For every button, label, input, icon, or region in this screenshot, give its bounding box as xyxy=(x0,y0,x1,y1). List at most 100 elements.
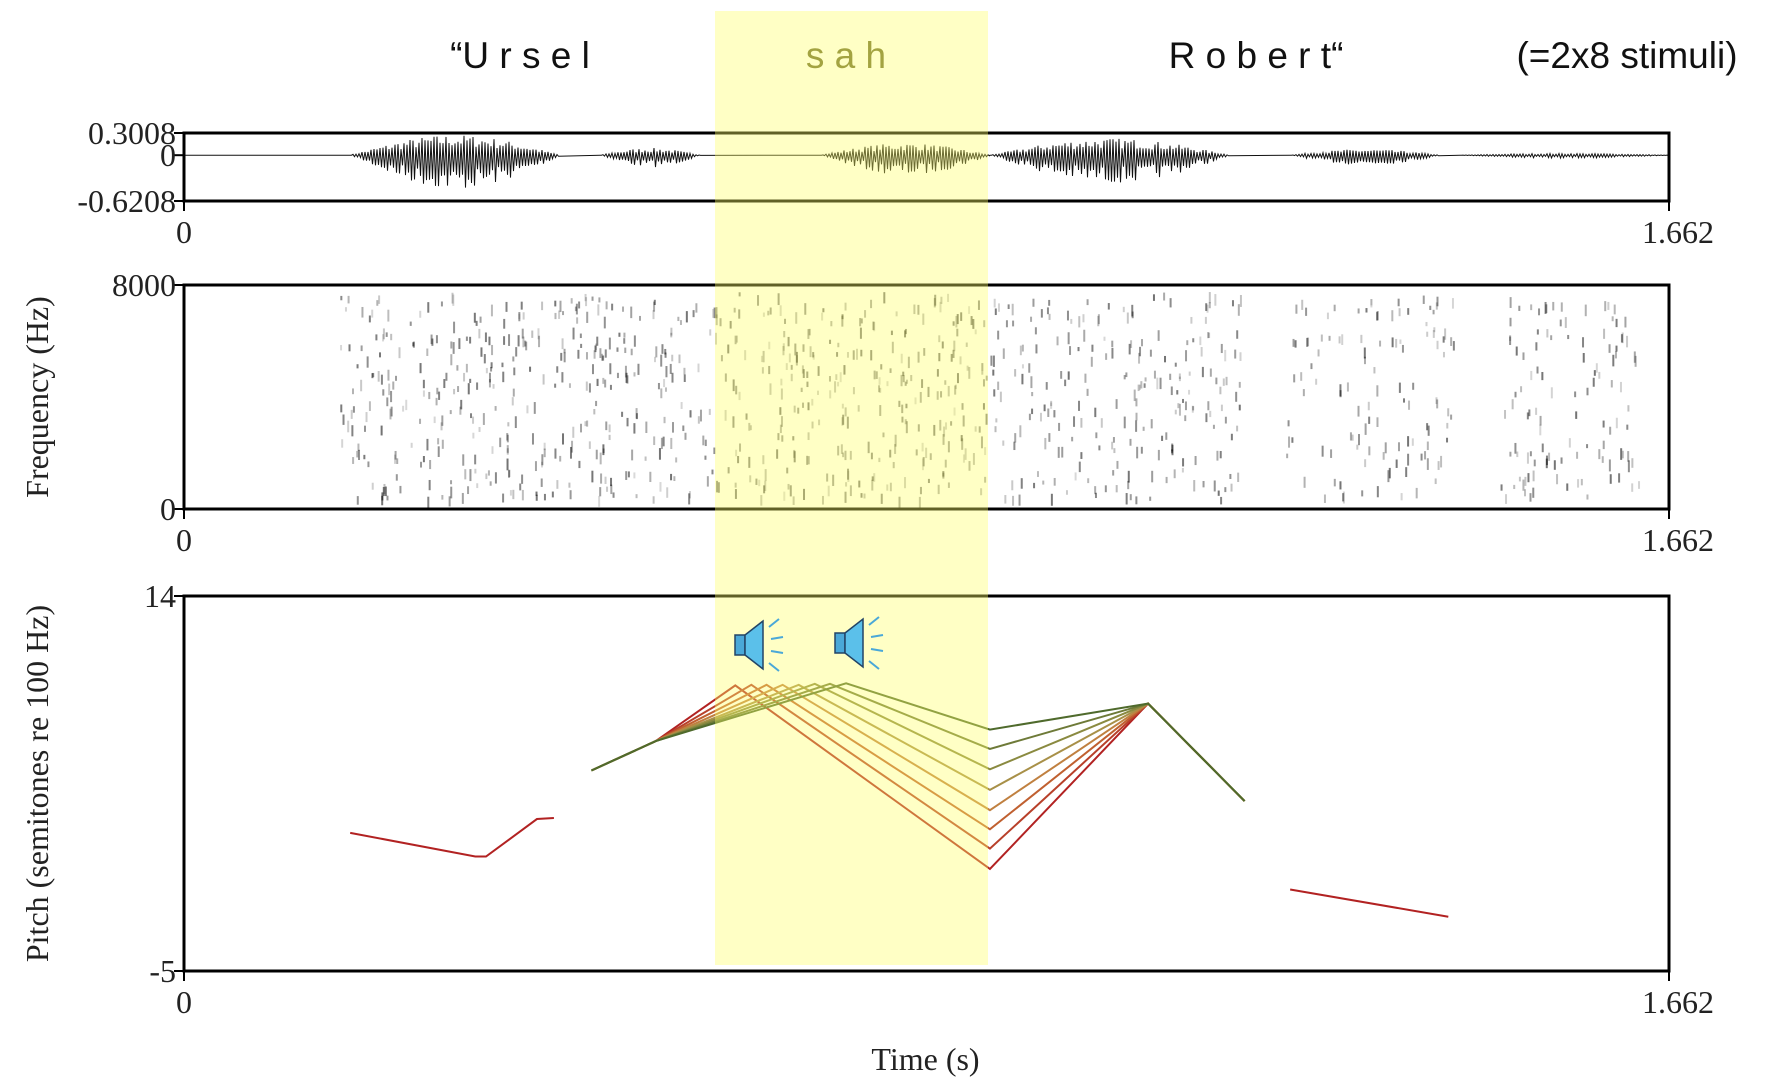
spectrogram-texture xyxy=(984,476,987,483)
spectrogram-texture xyxy=(1301,299,1304,310)
spectrogram-texture xyxy=(596,378,599,387)
spectrogram-texture xyxy=(890,330,893,336)
spectrogram-texture xyxy=(732,379,735,392)
spectrogram-texture xyxy=(1520,386,1523,393)
spectrogram-texture xyxy=(591,364,594,375)
spectrogram-texture xyxy=(461,492,464,504)
spectrogram-texture xyxy=(1156,377,1159,390)
note: (=2x8 stimuli) xyxy=(1516,35,1737,76)
spectrogram-texture xyxy=(941,341,944,349)
word: “U r s e l xyxy=(450,35,590,76)
spectrogram-texture xyxy=(1019,345,1022,356)
spectrogram-texture xyxy=(1580,478,1583,486)
spectrogram-texture xyxy=(735,449,738,457)
spectrogram-texture xyxy=(739,443,742,452)
spectrogram-texture xyxy=(871,479,874,491)
spectrogram-texture xyxy=(821,495,824,505)
spectrogram-texture xyxy=(695,303,698,313)
spectrogram-texture xyxy=(577,349,580,359)
spectrogram-texture xyxy=(1097,314,1100,325)
spectrogram-texture xyxy=(1050,493,1053,506)
spectrogram-texture xyxy=(802,344,805,352)
spectrogram-texture xyxy=(382,334,385,342)
spectrogram-texture xyxy=(478,426,481,432)
spectrogram-texture xyxy=(1097,315,1100,327)
spectrogram-texture xyxy=(382,389,385,396)
spectrogram-texture xyxy=(1379,340,1382,347)
spectrogram-texture xyxy=(1516,451,1519,458)
spectrogram-texture xyxy=(1219,450,1222,459)
spectrogram-texture xyxy=(398,347,401,359)
spectrogram-texture xyxy=(1426,331,1429,337)
spectrogram-texture xyxy=(1122,306,1125,313)
spectrogram-texture xyxy=(968,366,971,379)
spectrogram-texture xyxy=(777,433,780,441)
spectrogram-texture xyxy=(1442,351,1445,358)
spectrogram-texture xyxy=(402,405,405,412)
spectrogram-texture xyxy=(1505,494,1508,504)
spectrogram-texture xyxy=(604,349,607,358)
spectrogram-texture xyxy=(1317,349,1320,357)
spectrogram-texture xyxy=(663,416,666,424)
spectrogram-texture xyxy=(673,476,676,482)
spectrogram-texture xyxy=(1574,391,1577,398)
spectrogram-texture xyxy=(1131,304,1134,317)
spectrogram-texture xyxy=(817,366,820,376)
spectrogram-texture xyxy=(793,451,796,463)
spectrogram-texture xyxy=(467,486,470,495)
spectrogram-texture xyxy=(1560,302,1563,312)
spectrogram-texture xyxy=(387,309,390,322)
spectrogram-texture xyxy=(886,381,889,387)
spectrogram-texture xyxy=(1357,405,1360,417)
spectrogram-texture xyxy=(602,355,605,361)
spectrogram-texture xyxy=(522,312,525,320)
spectrogram-texture xyxy=(842,452,845,458)
spectrogram-texture xyxy=(1376,312,1379,321)
spectrogram-texture xyxy=(727,467,730,474)
spectrogram-texture xyxy=(945,422,948,430)
spectrogram-texture xyxy=(1207,401,1210,411)
spectrogram-texture xyxy=(1433,327,1436,333)
spectrogram-texture xyxy=(936,391,939,400)
spectrogram-texture xyxy=(390,333,393,341)
spectrogram-texture xyxy=(1328,335,1331,341)
spectrogram-texture xyxy=(433,416,436,424)
spectrogram-texture xyxy=(878,457,881,463)
pitch-contour xyxy=(591,682,1246,802)
spectrogram-texture xyxy=(781,435,784,442)
spectrogram-texture xyxy=(1002,348,1005,359)
spectrogram-texture xyxy=(857,405,860,412)
spectrogram-texture xyxy=(852,387,855,395)
spectrogram-texture xyxy=(870,350,873,361)
y-axis-label: Pitch (semitones re 100 Hz) xyxy=(19,605,55,962)
spectrogram-texture xyxy=(1127,470,1130,483)
spectrogram-texture xyxy=(968,306,971,314)
spectrogram-texture xyxy=(604,476,607,484)
spectrogram-texture xyxy=(843,365,846,375)
spectrogram-texture xyxy=(441,495,444,500)
spectrogram-texture xyxy=(675,457,678,463)
spectrogram-texture xyxy=(1432,309,1435,315)
spectrogram-texture xyxy=(1426,441,1429,451)
spectrogram-texture xyxy=(639,315,642,321)
spectrogram-texture xyxy=(1190,316,1193,324)
spectrogram-texture xyxy=(1626,335,1629,348)
spectrogram-texture xyxy=(1598,371,1601,379)
spectrogram-texture xyxy=(1215,377,1218,385)
spectrogram-texture xyxy=(1143,383,1146,388)
spectrogram-texture xyxy=(962,415,965,427)
spectrogram-texture xyxy=(1608,459,1611,472)
spectrogram-texture xyxy=(720,355,723,362)
spectrogram-texture xyxy=(732,416,735,428)
word: R o b e r t“ xyxy=(1169,35,1344,76)
spectrogram-texture xyxy=(737,455,740,464)
spectrogram-texture xyxy=(904,477,907,489)
spectrogram-texture xyxy=(952,321,955,326)
spectrogram-texture xyxy=(521,489,524,501)
spectrogram-texture xyxy=(1138,352,1141,364)
spectrogram-texture xyxy=(502,493,505,503)
spectrogram-texture xyxy=(578,460,581,469)
x-tick-label: 1.662 xyxy=(1642,214,1714,250)
spectrogram-texture xyxy=(507,470,510,479)
spectrogram-texture xyxy=(570,298,573,304)
